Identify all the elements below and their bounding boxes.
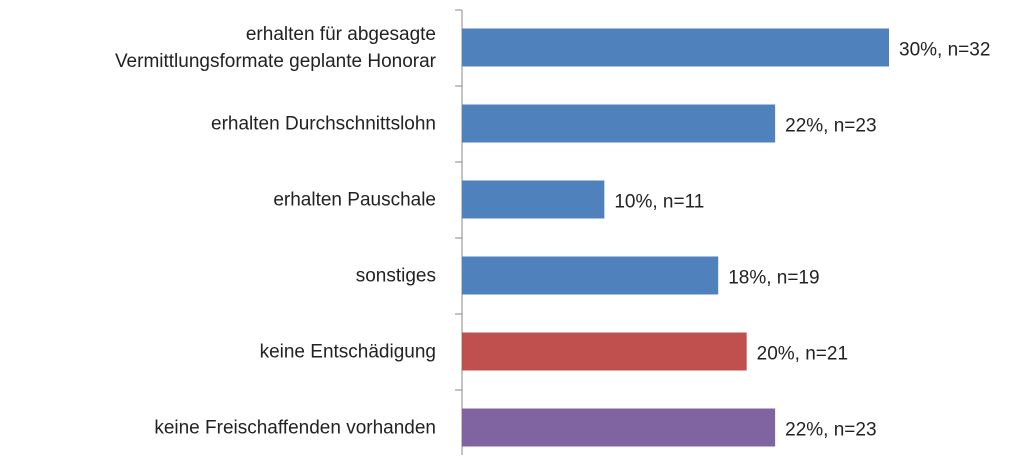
bar bbox=[462, 104, 776, 143]
bar bbox=[462, 28, 889, 67]
bar bbox=[462, 256, 719, 295]
bar bbox=[462, 332, 747, 371]
value-label: 22%, n=23 bbox=[785, 115, 877, 136]
value-label: 20%, n=21 bbox=[756, 343, 849, 364]
value-label: 22%, n=23 bbox=[785, 419, 877, 440]
category-label: erhalten Pauschale bbox=[273, 189, 436, 210]
category-label: erhalten Durchschnittslohn bbox=[211, 113, 436, 134]
value-label: 18%, n=19 bbox=[728, 267, 820, 288]
value-label: 30%, n=32 bbox=[899, 39, 991, 60]
category-label: keine Entschädigung bbox=[259, 341, 436, 362]
category-label: sonstiges bbox=[355, 265, 436, 286]
category-label: erhalten für abgesagte Vermittlungsforma… bbox=[114, 23, 436, 72]
value-label: 10%, n=11 bbox=[614, 191, 705, 212]
bar bbox=[462, 408, 776, 447]
bar bbox=[462, 180, 605, 219]
category-label: keine Freischaffenden vorhanden bbox=[154, 417, 436, 438]
